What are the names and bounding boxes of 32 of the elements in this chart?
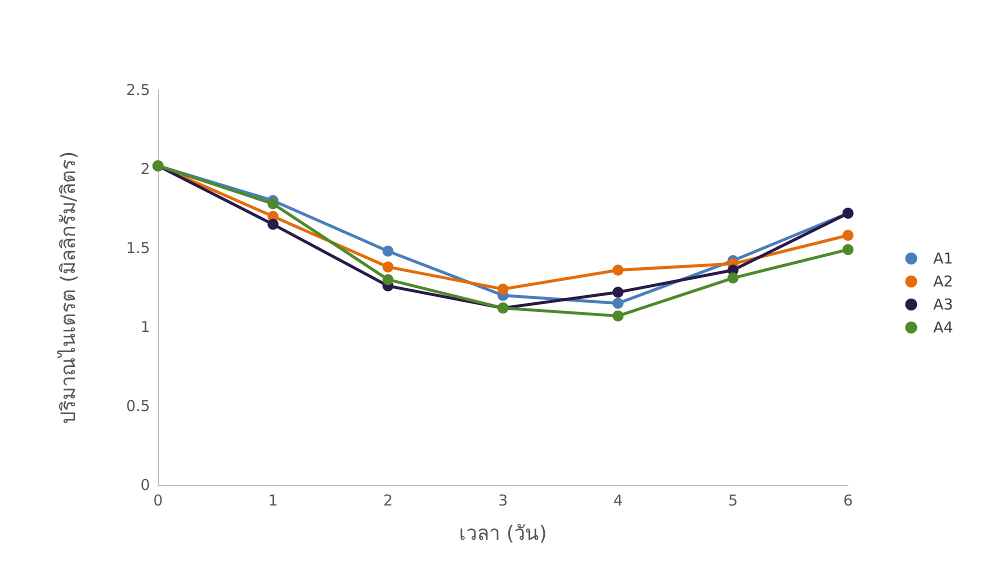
x-tick-label: 5 [728,492,738,510]
y-tick-label: 0 [140,476,150,494]
y-tick-label: 2.5 [126,81,150,99]
point [268,218,278,230]
point [612,310,624,322]
legend-label: A3 [933,296,954,314]
point [498,284,508,295]
legend-label: A2 [933,272,954,290]
legend-label: A4 [933,318,954,336]
point [842,230,854,241]
point [382,246,394,257]
point [268,198,278,210]
y-tick-label: 1 [140,318,150,336]
x-tick-label: 6 [843,492,853,510]
y-tick-label: 0.5 [126,397,150,415]
x-tick-label: 4 [613,492,623,510]
legend-label: A1 [933,250,954,268]
point [612,264,624,276]
x-tick-label: 3 [498,492,508,510]
point [612,286,624,298]
y-tick-label: 2 [140,160,150,178]
point [728,272,738,284]
x-axis-title: เวลา (วัน) [459,521,547,545]
x-tick-label: 0 [153,492,163,510]
point [842,244,854,256]
point [382,261,394,272]
point [382,274,394,286]
x-tick-label: 1 [268,492,278,510]
x-tick-label: 2 [383,492,393,510]
y-tick-label: 1.5 [126,239,150,257]
point [612,298,624,309]
y-axis-title: ปริมาณไนเตรต (มิลลิกรัม/ลิตร) [56,151,80,424]
